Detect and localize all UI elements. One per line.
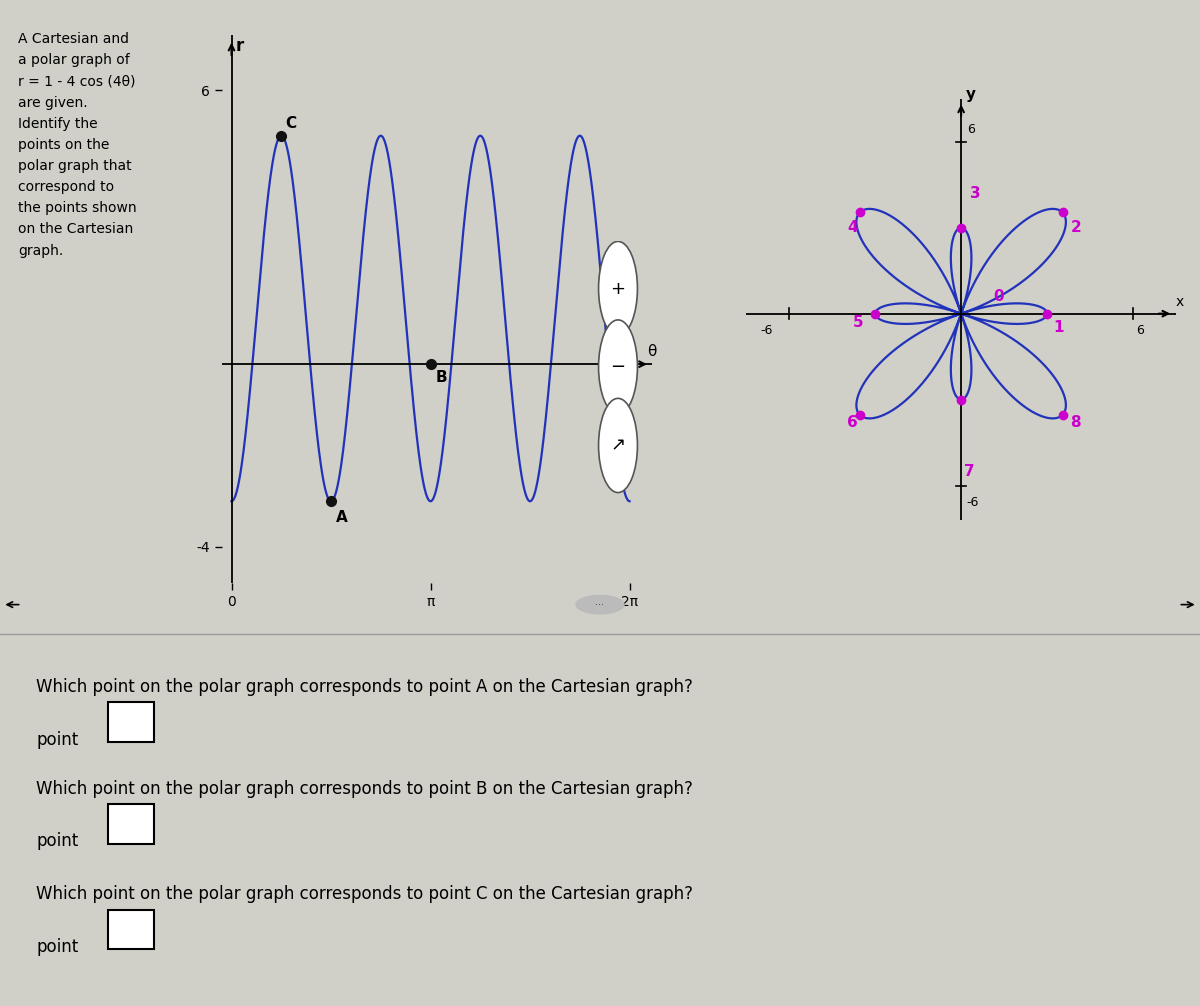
Text: A Cartesian and
a polar graph of
r = 1 - 4 cos (4θ)
are given.
Identify the
poin: A Cartesian and a polar graph of r = 1 -… (18, 32, 137, 258)
Text: -6: -6 (761, 324, 773, 337)
Text: ···: ··· (595, 600, 605, 610)
Text: point: point (36, 938, 78, 956)
FancyBboxPatch shape (108, 909, 154, 950)
Text: 2: 2 (1070, 220, 1081, 235)
FancyBboxPatch shape (108, 702, 154, 742)
Text: B: B (436, 370, 448, 385)
Text: 7: 7 (965, 464, 976, 479)
Text: Which point on the polar graph corresponds to point A on the Cartesian graph?: Which point on the polar graph correspon… (36, 678, 692, 696)
FancyBboxPatch shape (108, 804, 154, 844)
Text: 5: 5 (853, 315, 863, 330)
Text: −: − (611, 358, 625, 376)
Text: +: + (611, 280, 625, 298)
Text: y: y (966, 87, 976, 102)
Text: 4: 4 (847, 220, 858, 235)
Text: Which point on the polar graph corresponds to point B on the Cartesian graph?: Which point on the polar graph correspon… (36, 780, 692, 798)
Text: ↗: ↗ (611, 437, 625, 455)
Circle shape (599, 320, 637, 414)
Circle shape (599, 241, 637, 336)
Ellipse shape (576, 596, 624, 614)
Circle shape (599, 398, 637, 493)
Text: Which point on the polar graph corresponds to point C on the Cartesian graph?: Which point on the polar graph correspon… (36, 885, 694, 903)
Text: point: point (36, 730, 78, 748)
Text: r: r (235, 37, 244, 55)
Text: 8: 8 (1070, 415, 1081, 430)
Text: 0: 0 (994, 289, 1003, 304)
Text: 6: 6 (1136, 324, 1144, 337)
Text: A: A (336, 510, 348, 525)
Text: C: C (286, 116, 296, 131)
Text: 3: 3 (970, 186, 980, 201)
Text: θ: θ (647, 344, 656, 359)
Text: -6: -6 (967, 496, 979, 509)
Text: point: point (36, 833, 78, 850)
Text: x: x (1176, 296, 1184, 310)
Text: 1: 1 (1054, 321, 1063, 335)
Text: 6: 6 (847, 415, 858, 430)
Text: 6: 6 (967, 123, 974, 136)
